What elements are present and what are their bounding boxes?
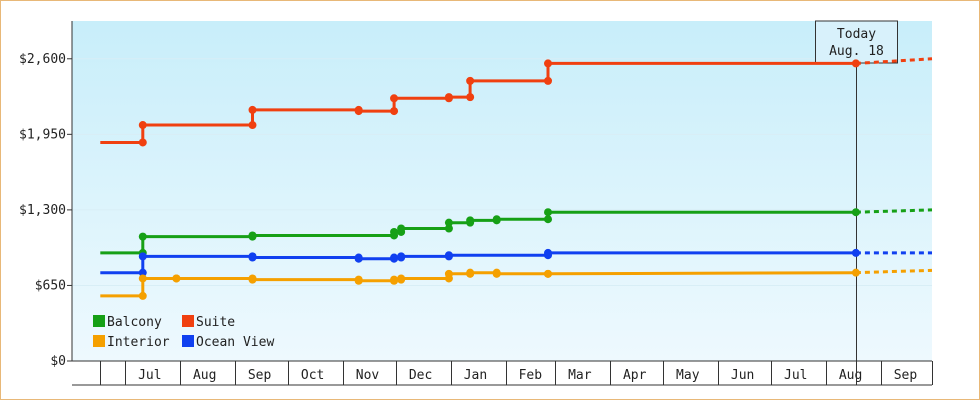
today-marker: Today Aug. 18 (815, 20, 898, 385)
series-layer (100, 57, 933, 300)
today-date: Aug. 18 (829, 44, 884, 59)
data-point (444, 251, 453, 260)
data-point (138, 274, 147, 283)
data-point (354, 276, 363, 285)
y-tick-label: $650 (35, 278, 66, 293)
series-suite (100, 57, 933, 147)
x-tick-label: Apr (623, 368, 647, 383)
x-tick-label: May (676, 368, 700, 383)
legend-label: Interior (107, 335, 170, 350)
data-point (544, 208, 553, 217)
data-point (492, 269, 501, 278)
data-point (138, 268, 147, 277)
data-point (172, 274, 181, 283)
data-point (248, 121, 257, 130)
x-tick-label: Sep (248, 368, 272, 383)
legend-label: Balcony (107, 315, 162, 330)
data-point (851, 208, 860, 217)
series-line (100, 210, 856, 255)
series-line (100, 61, 856, 144)
data-point (397, 274, 406, 283)
x-tick-label: Jan (464, 368, 487, 383)
series-interior (100, 268, 933, 300)
data-point (466, 268, 475, 277)
x-tick-label: Jul (138, 368, 161, 383)
series-ocean-view (100, 248, 932, 277)
x-tick-label: Sep (894, 368, 918, 383)
x-tick-label: Mar (568, 368, 592, 383)
x-tick-label: Jul (784, 368, 807, 383)
data-point (138, 252, 147, 261)
data-point (444, 218, 453, 227)
x-tick-label: Oct (301, 368, 324, 383)
data-point (354, 254, 363, 263)
data-point (390, 107, 399, 116)
y-tick-label: $0 (50, 354, 66, 369)
y-tick-label: $1,300 (19, 203, 66, 218)
data-point (466, 93, 475, 102)
data-point (851, 248, 860, 257)
data-point (138, 121, 147, 130)
data-point (544, 59, 553, 68)
y-tick-label: $2,600 (19, 52, 66, 67)
data-point (138, 232, 147, 241)
projection-line (855, 57, 933, 65)
data-point (390, 94, 399, 103)
data-point (466, 216, 475, 225)
data-point (851, 268, 860, 277)
data-point (248, 105, 257, 114)
y-axis: $0 $650 $1,300 $1,950 $2,600 (19, 21, 73, 369)
data-point (544, 215, 553, 224)
data-point (444, 93, 453, 102)
data-point (248, 275, 257, 284)
gridlines (72, 58, 932, 286)
data-point (354, 107, 363, 116)
data-point (390, 227, 399, 236)
data-point (138, 291, 147, 300)
data-point (138, 138, 147, 147)
data-point (444, 269, 453, 278)
x-tick-label: Nov (356, 368, 380, 383)
legend-swatch (182, 315, 194, 327)
data-point (390, 253, 399, 262)
legend-label: Ocean View (196, 335, 274, 350)
projection-line (855, 268, 933, 275)
data-point (397, 224, 406, 233)
legend-swatch (182, 335, 194, 347)
series-balcony (100, 208, 933, 257)
data-point (397, 252, 406, 261)
plot-background (72, 21, 932, 361)
x-tick-label: Aug (839, 368, 862, 383)
data-point (544, 76, 553, 85)
data-point (248, 231, 257, 240)
x-tick-label: Dec (409, 368, 432, 383)
data-point (492, 215, 501, 224)
data-point (851, 59, 860, 68)
legend-swatch (93, 315, 105, 327)
data-point (544, 248, 553, 257)
data-point (390, 275, 399, 284)
y-tick-label: $1,950 (19, 127, 66, 142)
legend: Balcony Suite Interior Ocean View (93, 315, 274, 350)
legend-label: Suite (196, 315, 235, 330)
data-point (466, 76, 475, 85)
x-tick-label: Aug (193, 368, 216, 383)
legend-swatch (93, 335, 105, 347)
today-label: Today (837, 27, 876, 42)
today-box (815, 20, 898, 64)
x-tick-label: Feb (519, 368, 543, 383)
data-point (248, 253, 257, 262)
data-point (444, 224, 453, 233)
projection-line (855, 208, 933, 214)
x-axis: Jul Aug Sep Oct Nov Dec Jan Feb Mar Apr May Jun Jul A… (72, 360, 933, 386)
data-point (544, 269, 553, 278)
x-tick-label: Jun (731, 368, 754, 383)
